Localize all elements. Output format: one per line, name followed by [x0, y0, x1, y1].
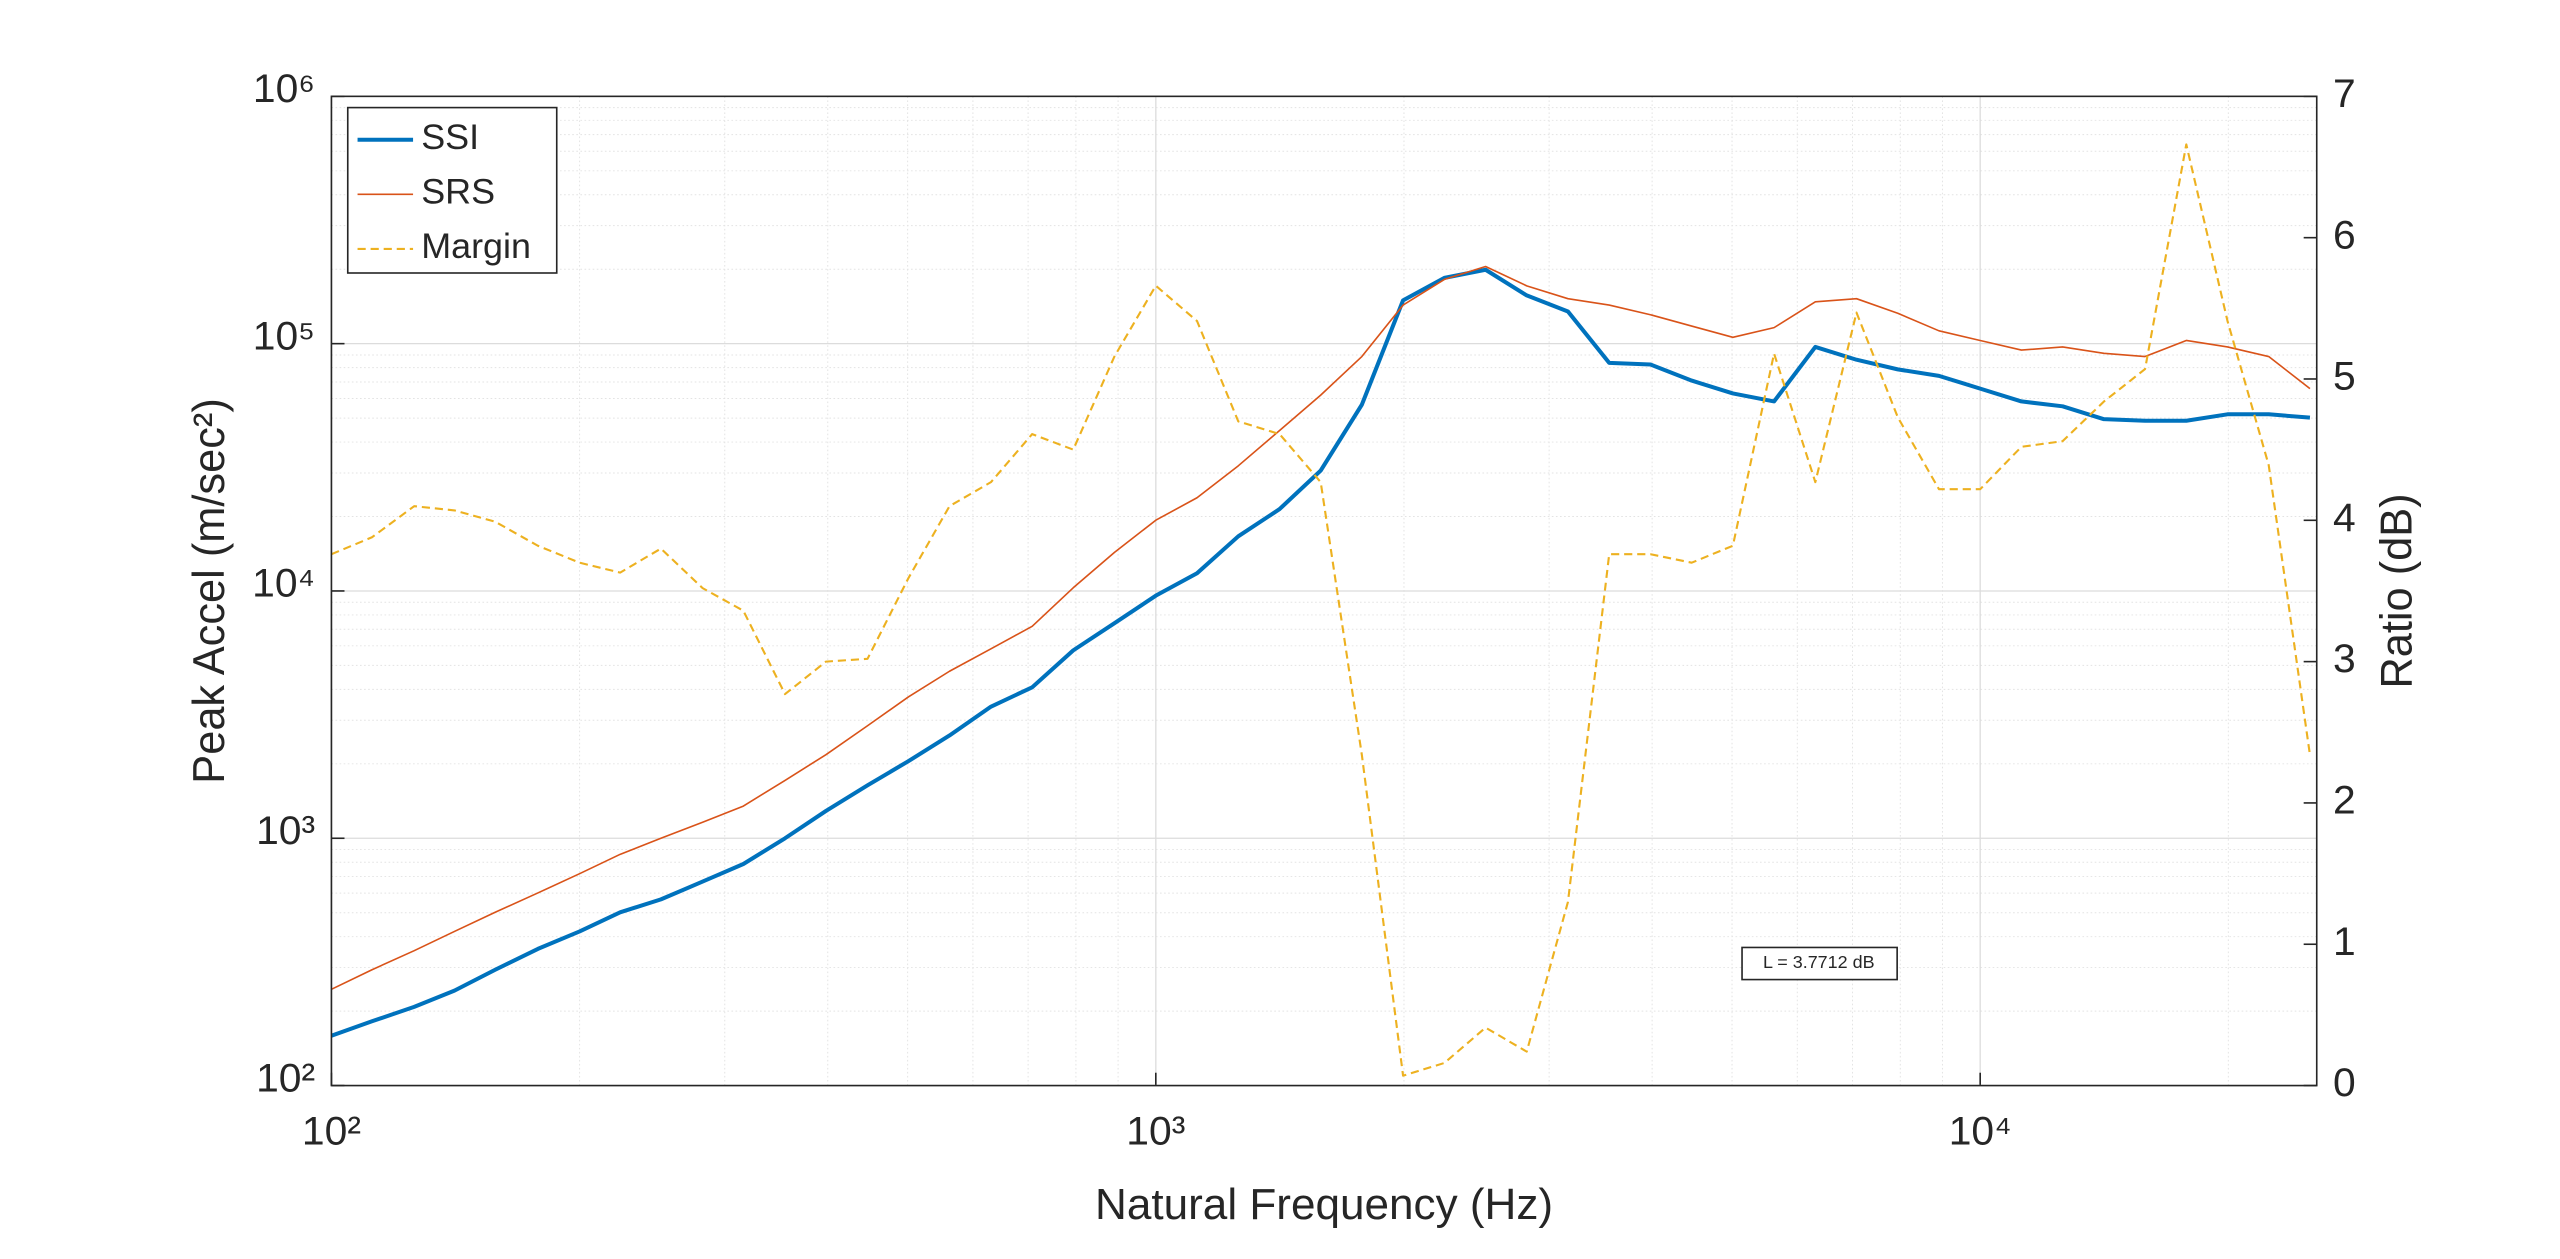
series-line	[331, 265, 2311, 991]
y-tick-label: 10³	[256, 807, 315, 853]
y2-tick-label: 4	[2333, 494, 2356, 540]
y-tick-label: 10²	[256, 1055, 315, 1101]
series-line	[331, 267, 2311, 1038]
x-axis-label: Natural Frequency (Hz)	[1095, 1180, 1553, 1229]
legend-label: SRS	[421, 172, 495, 212]
annotation-box	[1741, 946, 1898, 981]
y-tick-label: 10⁶	[253, 65, 315, 111]
y2-tick-label: 6	[2333, 212, 2356, 258]
legend-label: SSI	[421, 117, 479, 157]
plot-frame	[330, 95, 2318, 1087]
y-axis-label: Peak Accel (m/sec²)	[185, 398, 234, 783]
y2-tick-label: 0	[2333, 1059, 2356, 1105]
x-tick-label: 10²	[302, 1108, 361, 1154]
y2-tick-label: 3	[2333, 636, 2356, 682]
x-tick-label: 10³	[1126, 1108, 1185, 1154]
y2-axis-label: Ratio (dB)	[2372, 493, 2421, 688]
legend: SSI SRS Margin	[346, 106, 558, 274]
legend-box	[346, 106, 558, 274]
y2-tick-label: 5	[2333, 353, 2356, 399]
x-tick-label: 10⁴	[1949, 1108, 2012, 1154]
y2-tick-label: 2	[2333, 777, 2356, 823]
y-tick-label: 10⁵	[253, 313, 315, 359]
y2-tick-label: 1	[2333, 918, 2356, 964]
series-line	[331, 143, 2311, 1077]
y2-tick-label: 7	[2333, 70, 2356, 116]
legend-label: Margin	[421, 227, 531, 267]
annotation: L = 3.7712 dB	[1763, 952, 1875, 972]
y-tick-label: 10⁴	[252, 560, 315, 606]
